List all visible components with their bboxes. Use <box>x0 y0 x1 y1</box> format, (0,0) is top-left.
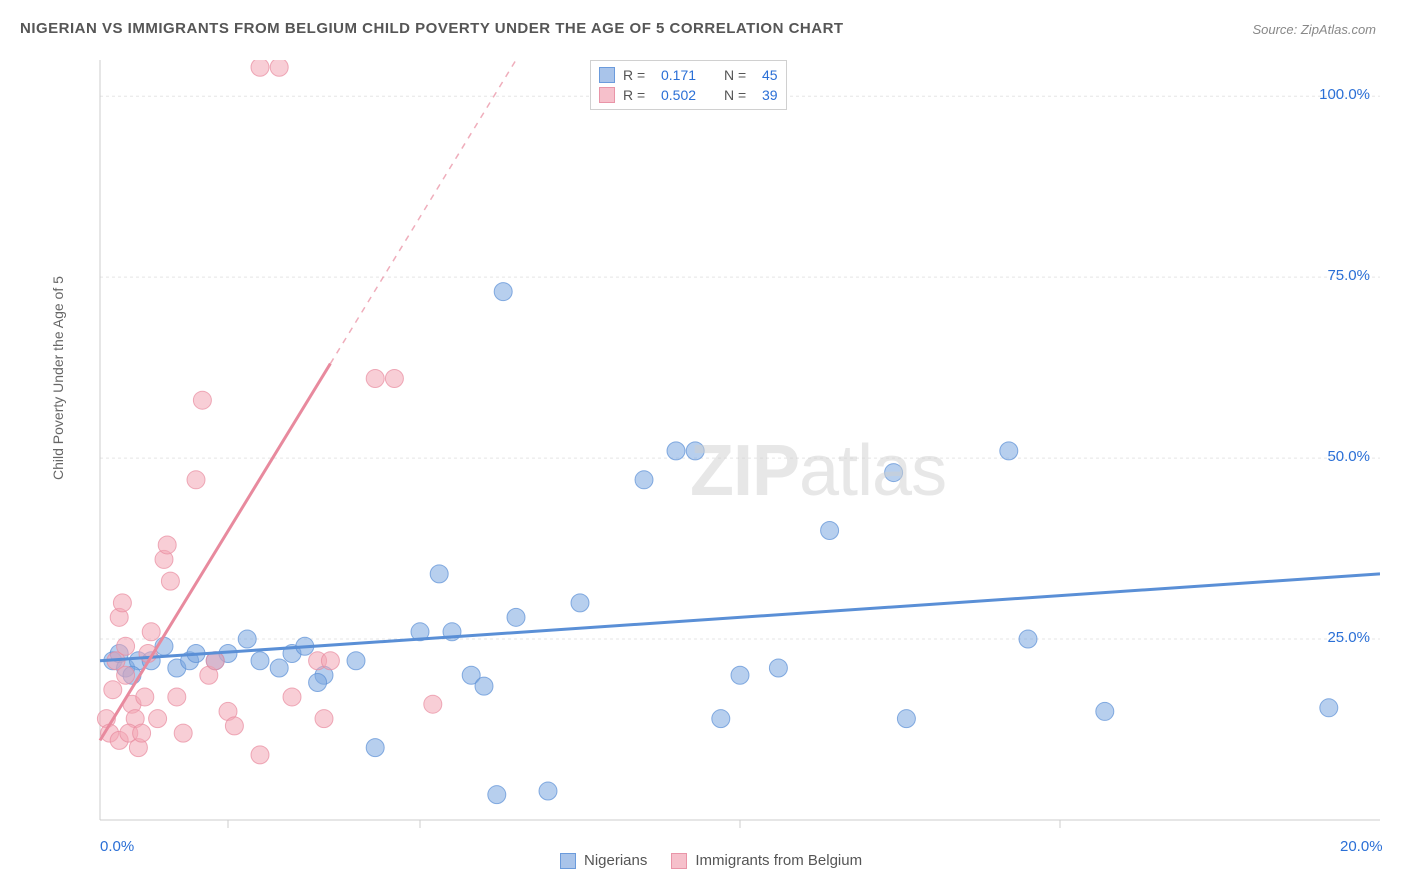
x-tick-label: 20.0% <box>1340 838 1383 855</box>
series-legend-label: Nigerians <box>584 852 647 869</box>
r-label: R = <box>623 87 653 103</box>
source-attribution: Source: ZipAtlas.com <box>1252 22 1376 37</box>
series-legend-item: Immigrants from Belgium <box>671 852 862 869</box>
y-tick-label: 25.0% <box>1327 629 1370 646</box>
n-value: 39 <box>762 87 778 103</box>
correlation-legend-row: R = 0.171 N = 45 <box>599 65 778 85</box>
legend-swatch <box>560 853 576 869</box>
y-tick-label: 50.0% <box>1327 448 1370 465</box>
r-value: 0.171 <box>661 67 716 83</box>
r-label: R = <box>623 67 653 83</box>
legend-swatch <box>599 87 615 103</box>
y-tick-label: 100.0% <box>1319 86 1370 103</box>
correlation-legend: R = 0.171 N = 45 R = 0.502 N = 39 <box>590 60 787 110</box>
chart-title: NIGERIAN VS IMMIGRANTS FROM BELGIUM CHIL… <box>20 20 844 37</box>
r-value: 0.502 <box>661 87 716 103</box>
series-legend-label: Immigrants from Belgium <box>695 852 862 869</box>
series-legend: Nigerians Immigrants from Belgium <box>560 852 862 869</box>
n-label: N = <box>724 87 754 103</box>
x-tick-label: 0.0% <box>100 838 134 855</box>
scatter-chart <box>50 60 1380 850</box>
n-label: N = <box>724 67 754 83</box>
legend-swatch <box>671 853 687 869</box>
n-value: 45 <box>762 67 778 83</box>
correlation-legend-row: R = 0.502 N = 39 <box>599 85 778 105</box>
y-tick-label: 75.0% <box>1327 267 1370 284</box>
y-axis-label: Child Poverty Under the Age of 5 <box>50 276 66 480</box>
legend-swatch <box>599 67 615 83</box>
series-legend-item: Nigerians <box>560 852 647 869</box>
chart-container: Child Poverty Under the Age of 5 ZIPatla… <box>50 60 1380 850</box>
